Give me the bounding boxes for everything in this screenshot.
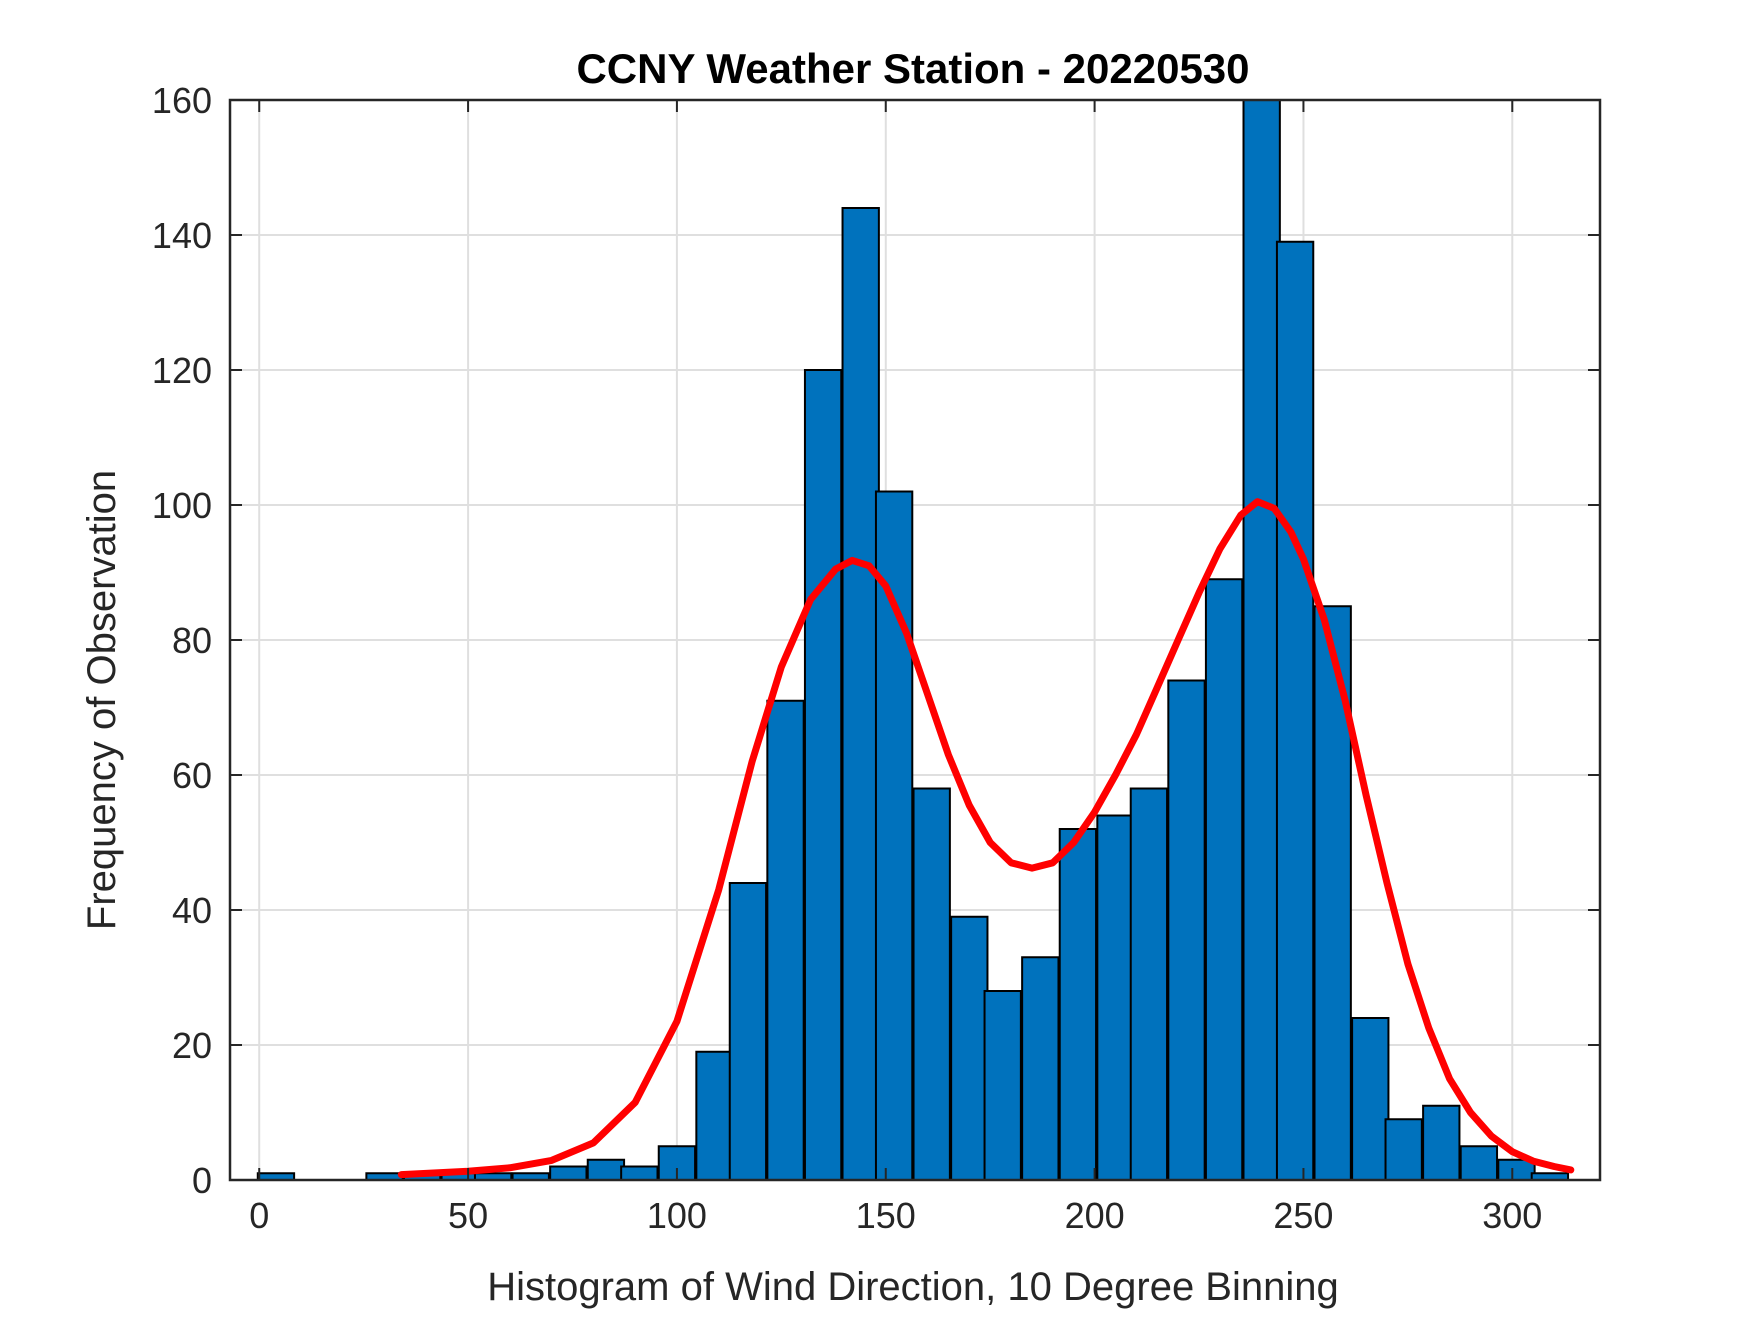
y-tick-label: 120 xyxy=(152,350,212,391)
curve-layer xyxy=(397,498,1575,1179)
y-tick-label: 20 xyxy=(172,1025,212,1066)
histogram-bar xyxy=(803,369,843,1181)
histogram-bar xyxy=(1129,787,1169,1181)
histogram-bar xyxy=(1459,1145,1499,1181)
chart-title: CCNY Weather Station - 20220530 xyxy=(576,45,1249,92)
axes-layer xyxy=(228,98,1602,1182)
x-tick-label: 100 xyxy=(647,1195,707,1236)
histogram-bar xyxy=(874,490,914,1181)
y-tick-labels: 0 20 40 60 80 100 120 140 160 xyxy=(152,80,212,1201)
histogram-bar xyxy=(1422,1104,1461,1181)
x-axis-label: Histogram of Wind Direction, 10 Degree B… xyxy=(487,1265,1339,1309)
x-tick-label: 300 xyxy=(1482,1195,1542,1236)
histogram-bar xyxy=(950,915,989,1181)
histogram-bar xyxy=(728,882,768,1181)
y-tick-label: 60 xyxy=(172,755,212,796)
histogram-bar xyxy=(1021,956,1060,1181)
y-axis-label: Frequency of Observation xyxy=(80,470,124,930)
bars-layer xyxy=(256,99,1570,1181)
x-tick-label: 200 xyxy=(1065,1195,1125,1236)
y-tick-label: 0 xyxy=(192,1160,212,1201)
y-tick-label: 160 xyxy=(152,80,212,121)
histogram-bar xyxy=(1242,99,1281,1181)
histogram-bar xyxy=(983,990,1022,1181)
histogram-bar xyxy=(1384,1118,1423,1181)
x-tick-labels: 0 50 100 150 200 250 300 xyxy=(249,1195,1542,1236)
histogram-bar xyxy=(1351,1017,1390,1181)
histogram-bar xyxy=(695,1050,734,1181)
fit-curve-line xyxy=(397,498,1575,1179)
x-tick-label: 250 xyxy=(1273,1195,1333,1236)
histogram-bar xyxy=(1058,828,1098,1181)
histogram-bar xyxy=(912,787,951,1181)
histogram-bar xyxy=(1096,814,1135,1181)
histogram-bar xyxy=(586,1158,626,1181)
x-tick-label: 0 xyxy=(249,1195,269,1236)
histogram-bar xyxy=(841,207,880,1181)
y-tick-label: 80 xyxy=(172,620,212,661)
histogram-bar xyxy=(1204,578,1244,1181)
histogram-bar xyxy=(766,699,805,1181)
histogram-bar xyxy=(1167,679,1206,1181)
histogram-bar xyxy=(1275,240,1315,1181)
y-tick-label: 140 xyxy=(152,215,212,256)
histogram-bar xyxy=(549,1165,588,1181)
x-tick-label: 50 xyxy=(448,1195,488,1236)
y-tick-label: 40 xyxy=(172,890,212,931)
y-tick-label: 100 xyxy=(152,485,212,526)
histogram-bar xyxy=(620,1165,659,1181)
x-tick-label: 150 xyxy=(856,1195,916,1236)
